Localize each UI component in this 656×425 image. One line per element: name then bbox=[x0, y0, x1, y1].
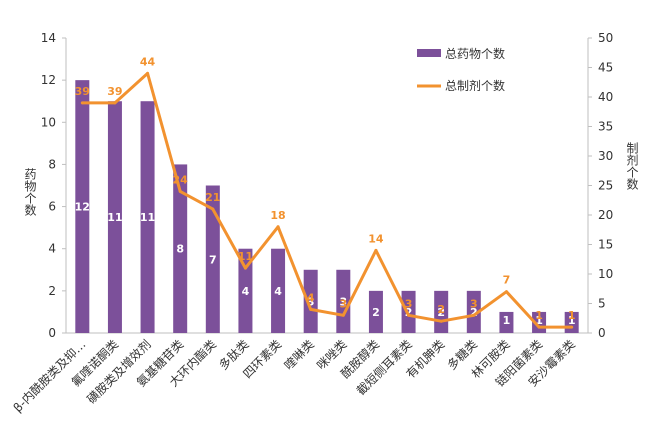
line-point bbox=[341, 313, 345, 317]
line-point bbox=[80, 101, 84, 105]
legend-bar-label: 总药物个数 bbox=[445, 46, 505, 61]
line-value-label: 3 bbox=[405, 297, 413, 310]
bar-value-label: 1 bbox=[535, 314, 543, 327]
bar-value-label: 2 bbox=[372, 306, 380, 319]
line-value-label: 7 bbox=[503, 274, 511, 287]
bar bbox=[434, 290, 449, 333]
left-y-tick-labels: 0 2 4 6 8 10 12 14 bbox=[41, 31, 66, 340]
line-value-label: 1 bbox=[535, 309, 543, 322]
line-point bbox=[243, 266, 247, 270]
bar-value-label: 12 bbox=[75, 201, 90, 214]
right-y-tick-label: 20 bbox=[598, 208, 613, 222]
bar bbox=[75, 80, 90, 334]
bar bbox=[271, 248, 286, 333]
category-label: 喹啉类 bbox=[281, 337, 317, 373]
bar-series bbox=[75, 80, 579, 334]
bar-value-label: 11 bbox=[140, 211, 155, 224]
bar bbox=[401, 290, 416, 333]
line-value-label: 11 bbox=[238, 250, 253, 263]
bar bbox=[107, 101, 122, 333]
x-category-labels: β-内酰胺类及抑…氟喹诺酮类磺胺类及增效剂氨基糖苷类大环内酯类多肽类四环素类喹啉… bbox=[10, 337, 578, 415]
right-y-tick-label: 40 bbox=[598, 90, 613, 104]
line-point bbox=[146, 71, 150, 75]
right-y-tick-label: 50 bbox=[598, 31, 613, 45]
line-value-label: 3 bbox=[470, 297, 478, 310]
right-y-axis-title: 制剂个数 bbox=[625, 142, 639, 191]
bar-value-label: 1 bbox=[503, 314, 511, 327]
bar-value-label: 11 bbox=[107, 211, 122, 224]
right-y-tick-label: 35 bbox=[598, 120, 613, 134]
left-y-tick-label: 8 bbox=[48, 157, 56, 171]
line-point bbox=[178, 189, 182, 193]
line-point bbox=[570, 325, 574, 329]
line-path bbox=[82, 71, 572, 329]
line-point bbox=[309, 307, 313, 311]
bar-value-label: 2 bbox=[437, 306, 445, 319]
bar-value-label: 2 bbox=[470, 306, 478, 319]
bar bbox=[303, 269, 318, 333]
line-value-label: 3 bbox=[339, 297, 347, 310]
left-y-tick-label: 10 bbox=[41, 115, 56, 129]
line-point bbox=[504, 290, 508, 294]
line-point bbox=[113, 101, 117, 105]
bar bbox=[205, 185, 220, 333]
left-y-tick-label: 6 bbox=[48, 200, 56, 214]
bar bbox=[336, 269, 351, 333]
right-y-tick-label: 0 bbox=[598, 326, 606, 340]
bar bbox=[368, 290, 383, 333]
line-value-label: 4 bbox=[307, 291, 315, 304]
line-value-label: 21 bbox=[205, 191, 220, 204]
right-y-tick-label: 5 bbox=[598, 297, 606, 311]
line-point bbox=[407, 313, 411, 317]
line-value-label: 18 bbox=[270, 209, 285, 222]
line-point bbox=[374, 248, 378, 252]
right-y-tick-label: 10 bbox=[598, 267, 613, 281]
right-y-tick-label: 15 bbox=[598, 238, 613, 252]
line-value-label: 2 bbox=[437, 303, 445, 316]
line-point bbox=[211, 207, 215, 211]
left-y-tick-label: 14 bbox=[41, 31, 56, 45]
bar-value-label: 4 bbox=[274, 285, 282, 298]
bar-value-label: 1 bbox=[568, 314, 576, 327]
right-y-tick-labels: 0 5 10 15 20 25 30 35 40 45 50 bbox=[588, 31, 613, 340]
bar bbox=[173, 164, 188, 333]
left-y-tick-label: 12 bbox=[41, 73, 56, 87]
line-point bbox=[439, 319, 443, 323]
line-value-label: 14 bbox=[368, 232, 384, 245]
legend-bar-swatch bbox=[417, 49, 441, 57]
bar bbox=[499, 311, 514, 333]
right-y-tick-label: 45 bbox=[598, 61, 613, 75]
bar bbox=[238, 248, 253, 333]
left-y-axis-title: 药物个数 bbox=[23, 168, 37, 217]
line-value-label: 39 bbox=[107, 85, 122, 98]
left-y-tick-label: 4 bbox=[48, 242, 56, 256]
left-y-tick-label: 0 bbox=[48, 326, 56, 340]
right-y-tick-label: 25 bbox=[598, 179, 613, 193]
line-value-label: 24 bbox=[173, 173, 189, 186]
left-y-tick-label: 2 bbox=[48, 284, 56, 298]
bar-value-label: 3 bbox=[307, 295, 315, 308]
bar-value-label: 7 bbox=[209, 253, 217, 266]
legend: 总药物个数 总制剂个数 bbox=[417, 46, 505, 93]
line-point bbox=[472, 313, 476, 317]
bar bbox=[140, 101, 155, 333]
line-value-label: 44 bbox=[140, 55, 156, 68]
right-y-tick-label: 30 bbox=[598, 149, 613, 163]
line-value-label: 39 bbox=[75, 85, 90, 98]
bar-value-label: 8 bbox=[176, 243, 184, 256]
line-series bbox=[80, 71, 574, 329]
bar-value-label: 3 bbox=[339, 295, 347, 308]
line-value-label: 1 bbox=[568, 309, 576, 322]
bar bbox=[466, 290, 481, 333]
line-point bbox=[537, 325, 541, 329]
line-point bbox=[276, 225, 280, 229]
legend-line-label: 总制剂个数 bbox=[445, 78, 505, 93]
bar-value-label: 4 bbox=[242, 285, 250, 298]
